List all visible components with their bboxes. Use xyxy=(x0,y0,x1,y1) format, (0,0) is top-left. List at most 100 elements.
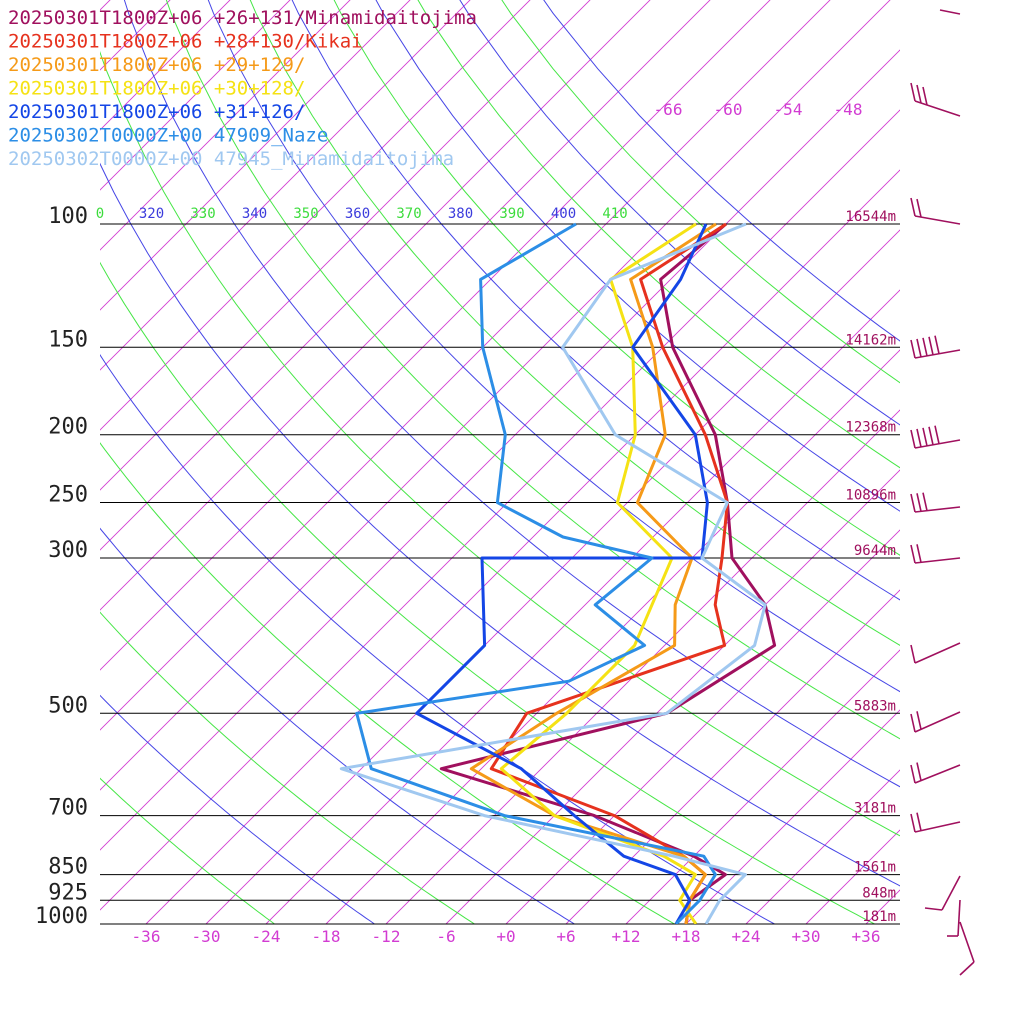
wind-barb-shaft xyxy=(914,100,961,117)
wind-barb-shaft xyxy=(914,642,961,664)
wind-barb-feather xyxy=(916,198,922,218)
wind-barb-feather xyxy=(934,425,940,444)
theta-label: 0 xyxy=(96,206,104,222)
wind-barb-shaft xyxy=(914,764,961,784)
temperature-tick-label: -18 xyxy=(312,927,341,946)
temperature-tick-label: -24 xyxy=(252,927,281,946)
wind-barb-shaft xyxy=(939,9,961,15)
wind-barb-feather xyxy=(916,812,922,831)
isotherm-line xyxy=(100,0,291,191)
wind-barb-feather xyxy=(924,907,943,911)
wind-barb-feather xyxy=(910,429,916,449)
isotherm-line xyxy=(805,829,900,924)
isotherm-line xyxy=(100,0,891,791)
isotherm-line xyxy=(145,169,900,924)
wind-barb-feather xyxy=(910,813,916,833)
isotherm-line xyxy=(926,0,1024,924)
temperature-tick-label: +0 xyxy=(496,927,515,946)
pressure-label: 500 xyxy=(48,693,88,718)
wind-barb-feather xyxy=(910,544,916,564)
height-label: 10896m xyxy=(845,488,896,504)
theta-label: 340 xyxy=(242,206,267,222)
legend-entry: 20250301T1800Z+06 +26+131/Minamidaitojim… xyxy=(8,7,477,29)
isotherm-line xyxy=(986,0,1024,924)
temperature-tick-label: +30 xyxy=(792,927,821,946)
isotherm-line xyxy=(265,289,900,924)
wind-barb-feather xyxy=(916,544,922,563)
wind-barb-feather xyxy=(928,336,934,355)
theta-label: 360 xyxy=(345,206,370,222)
legend-entry: 20250302T0000Z+00 47909_Naze xyxy=(8,125,328,147)
temperature-tick-label: +6 xyxy=(556,927,575,946)
wind-barb-shaft xyxy=(914,821,961,833)
wind-barb-feather xyxy=(916,428,922,448)
wind-barbs xyxy=(910,9,975,976)
height-label: 9644m xyxy=(854,543,896,559)
legend-entry: 20250301T1800Z+06 +30+128/ xyxy=(8,78,305,100)
series-line-1 xyxy=(439,222,777,924)
height-label: 14162m xyxy=(845,332,896,348)
series-line-6 xyxy=(355,222,717,924)
temperature-tick-label: +12 xyxy=(612,927,641,946)
temperature-tick-label: -30 xyxy=(192,927,221,946)
isotherm-line xyxy=(100,49,900,851)
theta-label: 380 xyxy=(448,206,473,222)
upper-temperature-label: -60 xyxy=(714,100,743,119)
pressure-label: 925 xyxy=(48,880,88,905)
wind-barb-shaft xyxy=(941,875,961,911)
wind-barb-feather xyxy=(959,961,975,976)
isotherm-line xyxy=(100,0,231,131)
height-label: 1561m xyxy=(854,860,896,876)
isotherm-line xyxy=(385,409,900,924)
dry-adiabat-line xyxy=(543,0,900,342)
temperature-tick-label: -12 xyxy=(372,927,401,946)
series-line-7 xyxy=(339,222,767,924)
height-label: 16544m xyxy=(845,209,896,225)
theta-label: 390 xyxy=(499,206,524,222)
upper-temperature-label: -66 xyxy=(654,100,683,119)
temperature-tick-label: +36 xyxy=(852,927,881,946)
dry-adiabat-line xyxy=(100,777,276,924)
wind-barb-feather xyxy=(910,764,916,784)
wind-barb-feather xyxy=(922,492,928,511)
background-grid xyxy=(100,0,1024,924)
isotherm-line xyxy=(685,709,900,924)
dry-adiabat-line xyxy=(249,0,900,646)
theta-label: 400 xyxy=(551,206,576,222)
pressure-label: 700 xyxy=(48,796,88,821)
sounding-series xyxy=(339,222,777,924)
isotherm-line xyxy=(325,349,900,924)
isotherm-line xyxy=(205,229,900,924)
wind-barb-feather xyxy=(916,762,922,781)
pressure-label: 150 xyxy=(48,327,88,352)
pressure-label: 100 xyxy=(48,204,88,229)
height-label: 181m xyxy=(862,909,896,925)
dry-adiabat-line xyxy=(459,0,900,426)
isotherm-line xyxy=(100,109,900,911)
legend-entry: 20250301T1800Z+06 +28+130/Kikai xyxy=(8,31,363,53)
temperature-tick-label: +24 xyxy=(732,927,761,946)
dry-adiabat-line xyxy=(291,0,900,601)
temperature-tick-label: +18 xyxy=(672,927,701,946)
wind-barb-feather xyxy=(916,711,922,730)
wind-barb-shaft xyxy=(914,215,961,225)
isotherm-line xyxy=(100,0,351,251)
series-line-3 xyxy=(469,222,717,924)
temperature-tick-label: -36 xyxy=(132,927,161,946)
height-labels: 16544m 14162m 12368m 10896m 9644m 5883m 3181m 1… xyxy=(845,209,896,925)
wind-barb-shaft xyxy=(959,921,975,963)
isotherm-line xyxy=(865,889,900,924)
dry-adiabat-line xyxy=(100,162,900,887)
dry-adiabat-line xyxy=(100,442,676,924)
dry-adiabat-line xyxy=(207,0,900,693)
wind-barb-feather xyxy=(916,84,922,104)
isotherm-line xyxy=(625,649,900,924)
pressure-label: 250 xyxy=(48,483,88,508)
wind-barb-shaft xyxy=(914,557,961,564)
wind-barb-feather xyxy=(922,86,928,106)
dry-adiabat-line xyxy=(100,694,376,924)
isotherm-line xyxy=(445,469,900,924)
dry-adiabat-line xyxy=(100,527,576,924)
pressure-label: 1000 xyxy=(35,904,88,929)
